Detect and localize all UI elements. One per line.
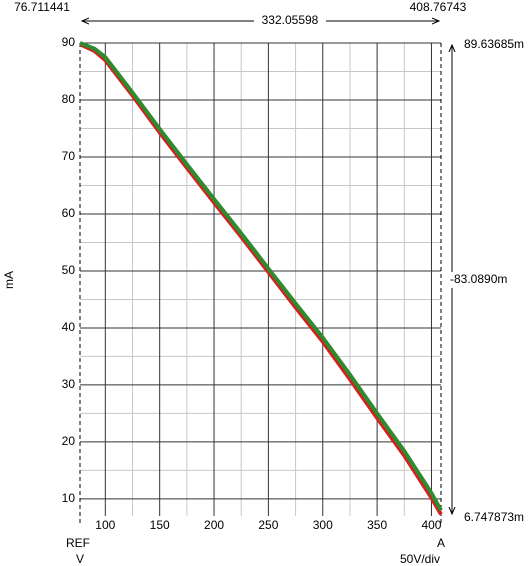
series-line (79, 42, 443, 516)
cursor-left-value: 76.711441 (14, 0, 70, 14)
x-tick-label: 350 (367, 518, 387, 532)
x-unit-label: V (76, 552, 84, 566)
cursor-right-value: 408.76743 (410, 0, 467, 14)
y-axis-label: mA (2, 271, 16, 289)
channel-label: A (437, 536, 445, 550)
x-tick-label: 150 (150, 518, 170, 532)
ref-label: REF (66, 536, 90, 550)
y-tick-label: 90 (62, 35, 76, 49)
y-tick-label: 70 (62, 149, 76, 163)
y-tick-label: 40 (62, 320, 76, 334)
x-tick-label: 400 (421, 518, 441, 532)
grid: 100 150 200 250 300 350 400 10 20 30 40 50 60 70 80 90 (62, 35, 442, 532)
cursor-bottom-value: 6.747873m (464, 510, 524, 524)
y-tick-label: 10 (62, 491, 76, 505)
plot (79, 41, 443, 516)
y-tick-label: 20 (62, 434, 76, 448)
cursor-delta-x: 332.05598 (262, 13, 319, 27)
series-line (79, 41, 443, 512)
y-tick-label: 60 (62, 206, 76, 220)
x-scale-label: 50V/div (400, 552, 440, 566)
cursor-top-value: 89.63685m (464, 37, 524, 51)
cursor-delta-y: -83.0890m (450, 272, 507, 286)
x-tick-label: 100 (95, 518, 115, 532)
y-tick-label: 50 (62, 263, 76, 277)
y-tick-label: 30 (62, 377, 76, 391)
y-tick-label: 80 (62, 92, 76, 106)
x-tick-label: 250 (258, 518, 278, 532)
x-tick-label: 300 (313, 518, 333, 532)
label-bg (448, 272, 520, 288)
x-tick-label: 200 (204, 518, 224, 532)
label-bg (254, 14, 326, 28)
